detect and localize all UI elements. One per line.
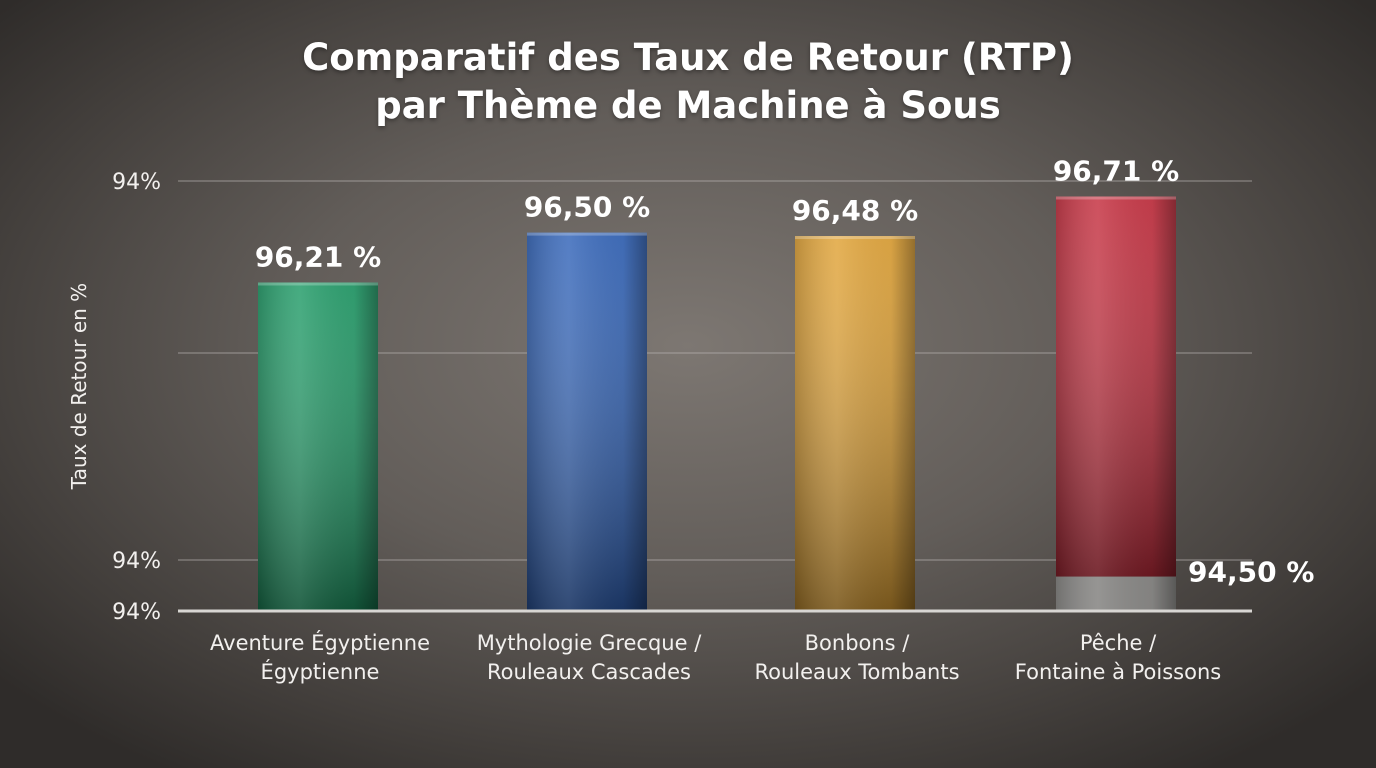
bar	[527, 232, 647, 611]
x-category-label-line: Pêche /	[1080, 631, 1157, 655]
bar-highlight	[258, 282, 378, 611]
bar-top-edge	[795, 236, 915, 240]
bar-secondary-shade	[1056, 576, 1176, 611]
y-axis-title: Taux de Retour en %	[67, 283, 91, 490]
bar-top-edge	[258, 282, 378, 286]
value-labels: 96,21 % 96,50 % 96,48 % 94,50 % 96,71 %	[255, 154, 1315, 588]
x-category-label-line: Rouleaux Tombants	[754, 660, 959, 684]
bar	[258, 282, 378, 611]
y-tick-label: 94%	[112, 600, 161, 625]
x-category-label: Bonbons / Rouleaux Tombants	[754, 631, 959, 684]
bar-top-edge	[527, 232, 647, 236]
x-category-label: Pêche / Fontaine à Poissons	[1015, 631, 1221, 684]
x-category-label-line: Fontaine à Poissons	[1015, 660, 1221, 684]
chart-title: Comparatif des Taux de Retour (RTP) par …	[0, 34, 1376, 130]
secondary-value-label: 94,50 %	[1188, 556, 1314, 589]
bar-top-edge	[1056, 196, 1176, 200]
value-label: 96,48 %	[792, 194, 918, 227]
x-category-label-line: Égyptienne	[261, 659, 380, 684]
x-axis-categories: Aventure Égyptienne Égyptienne Mythologie …	[210, 630, 1221, 684]
x-category-label: Aventure Égyptienne Égyptienne	[210, 630, 430, 684]
bar-highlight	[1056, 196, 1176, 577]
x-category-label: Mythologie Grecque / Rouleaux Cascades	[477, 631, 703, 684]
chart-title-line-2: par Thème de Machine à Sous	[375, 84, 1001, 127]
x-category-label-line: Aventure Égyptienne	[210, 630, 430, 655]
bar	[1056, 196, 1176, 577]
value-label: 96,50 %	[524, 191, 650, 224]
value-label: 96,71 %	[1053, 154, 1179, 187]
bar-highlight	[527, 232, 647, 611]
y-tick-label: 94%	[112, 549, 161, 574]
bar	[795, 236, 915, 612]
x-category-label-line: Mythologie Grecque /	[477, 631, 703, 655]
y-tick-label: 94%	[112, 170, 161, 195]
x-category-label-line: Rouleaux Cascades	[487, 660, 691, 684]
value-label: 96,21 %	[255, 240, 381, 273]
bar-highlight	[795, 236, 915, 612]
bars	[258, 196, 1176, 612]
y-axis-ticks: 94% 94% 94%	[112, 170, 161, 625]
chart-title-line-1: Comparatif des Taux de Retour (RTP)	[302, 36, 1074, 79]
bar-secondary	[1056, 576, 1176, 611]
x-category-label-line: Bonbons /	[805, 631, 911, 655]
